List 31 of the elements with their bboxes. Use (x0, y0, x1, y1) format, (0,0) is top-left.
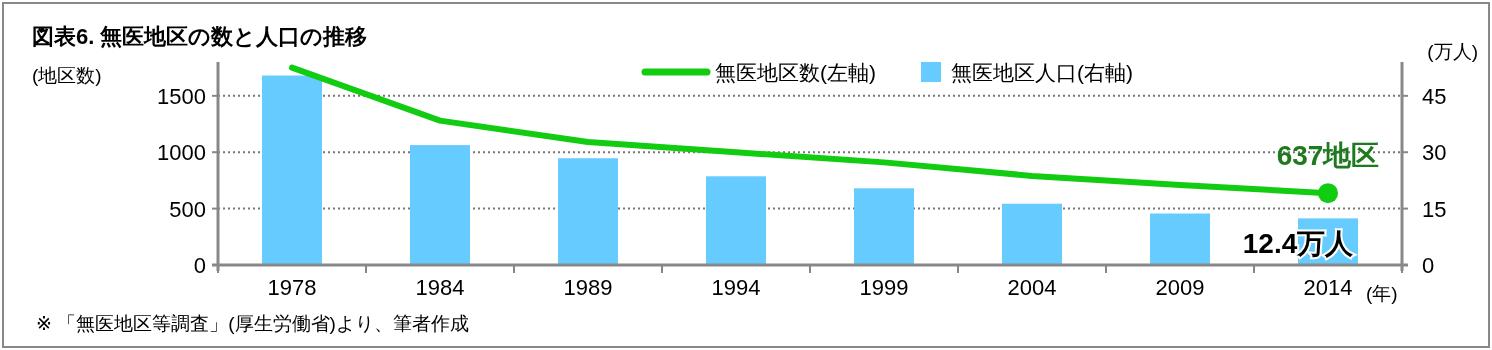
y-tick-label: 1000 (157, 140, 206, 166)
y-axis-title: (地区数) (32, 65, 102, 86)
y2-tick-label: 0 (1422, 253, 1435, 278)
bar (410, 145, 470, 265)
bar (706, 176, 766, 265)
x-tick-label: 1994 (711, 275, 761, 300)
data-label: 637地区 (1276, 140, 1380, 172)
y2-tick-label: 45 (1422, 83, 1447, 109)
y-tick-label: 0 (193, 253, 206, 278)
y2-tick-label: 15 (1422, 196, 1447, 222)
bar (262, 75, 322, 265)
legend-label: 無医地区人口(右軸) (951, 61, 1133, 84)
x-tick-label: 1999 (859, 275, 909, 300)
bar (1002, 203, 1062, 265)
bar (854, 188, 914, 265)
bar (558, 158, 618, 265)
y-tick-label: 500 (169, 196, 206, 222)
x-tick-label: 2004 (1007, 275, 1057, 300)
y2-axis-title: (万人) (1427, 41, 1478, 62)
legend-label: 無医地区数(左軸) (715, 61, 876, 84)
y2-tick-label: 30 (1422, 140, 1447, 166)
chart-title: 図表6. 無医地区の数と人口の推移 (32, 24, 368, 49)
x-axis-title: (年) (1366, 283, 1398, 304)
x-tick-label: 2014 (1303, 275, 1353, 300)
y-tick-label: 1500 (157, 83, 206, 109)
x-tick-label: 1989 (563, 275, 613, 300)
x-tick-label: 2009 (1155, 275, 1205, 300)
x-tick-label: 1984 (415, 275, 465, 300)
x-tick-label: 1978 (267, 275, 317, 300)
text: ※ 「無医地区等調査」(厚生労働省)より、筆者作成 (36, 313, 469, 334)
bar (1150, 213, 1210, 265)
